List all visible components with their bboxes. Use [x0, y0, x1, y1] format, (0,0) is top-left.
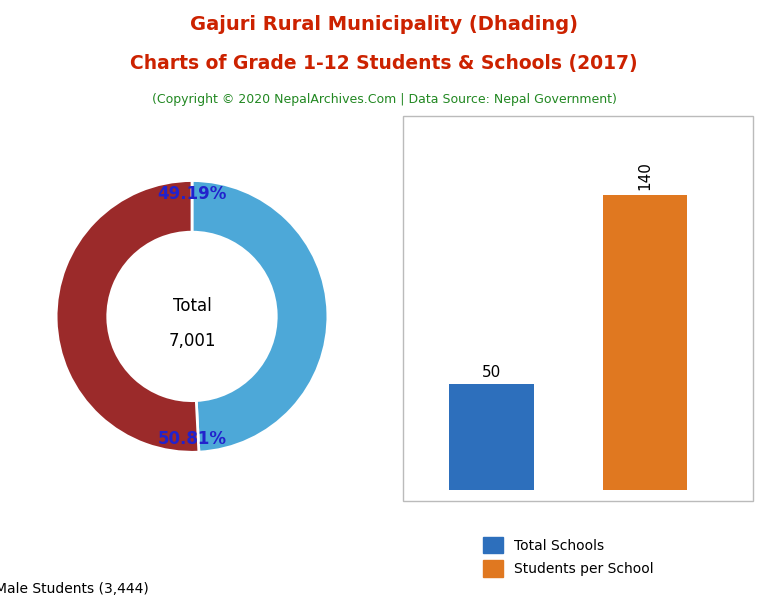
Text: 50: 50: [482, 365, 502, 380]
Wedge shape: [56, 180, 199, 453]
Text: Gajuri Rural Municipality (Dhading): Gajuri Rural Municipality (Dhading): [190, 15, 578, 34]
Text: 50.81%: 50.81%: [157, 430, 227, 448]
Legend: Total Schools, Students per School: Total Schools, Students per School: [477, 531, 660, 583]
Bar: [449, 384, 534, 490]
Bar: [603, 195, 687, 490]
Text: 140: 140: [637, 161, 653, 190]
Text: 7,001: 7,001: [168, 332, 216, 350]
Text: Charts of Grade 1-12 Students & Schools (2017): Charts of Grade 1-12 Students & Schools …: [131, 54, 637, 73]
Legend: Male Students (3,444), Female Students (3,557): Male Students (3,444), Female Students (…: [0, 580, 166, 597]
Text: 49.19%: 49.19%: [157, 185, 227, 203]
Text: (Copyright © 2020 NepalArchives.Com | Data Source: Nepal Government): (Copyright © 2020 NepalArchives.Com | Da…: [151, 93, 617, 106]
Text: Total: Total: [173, 297, 211, 315]
Wedge shape: [192, 180, 328, 452]
